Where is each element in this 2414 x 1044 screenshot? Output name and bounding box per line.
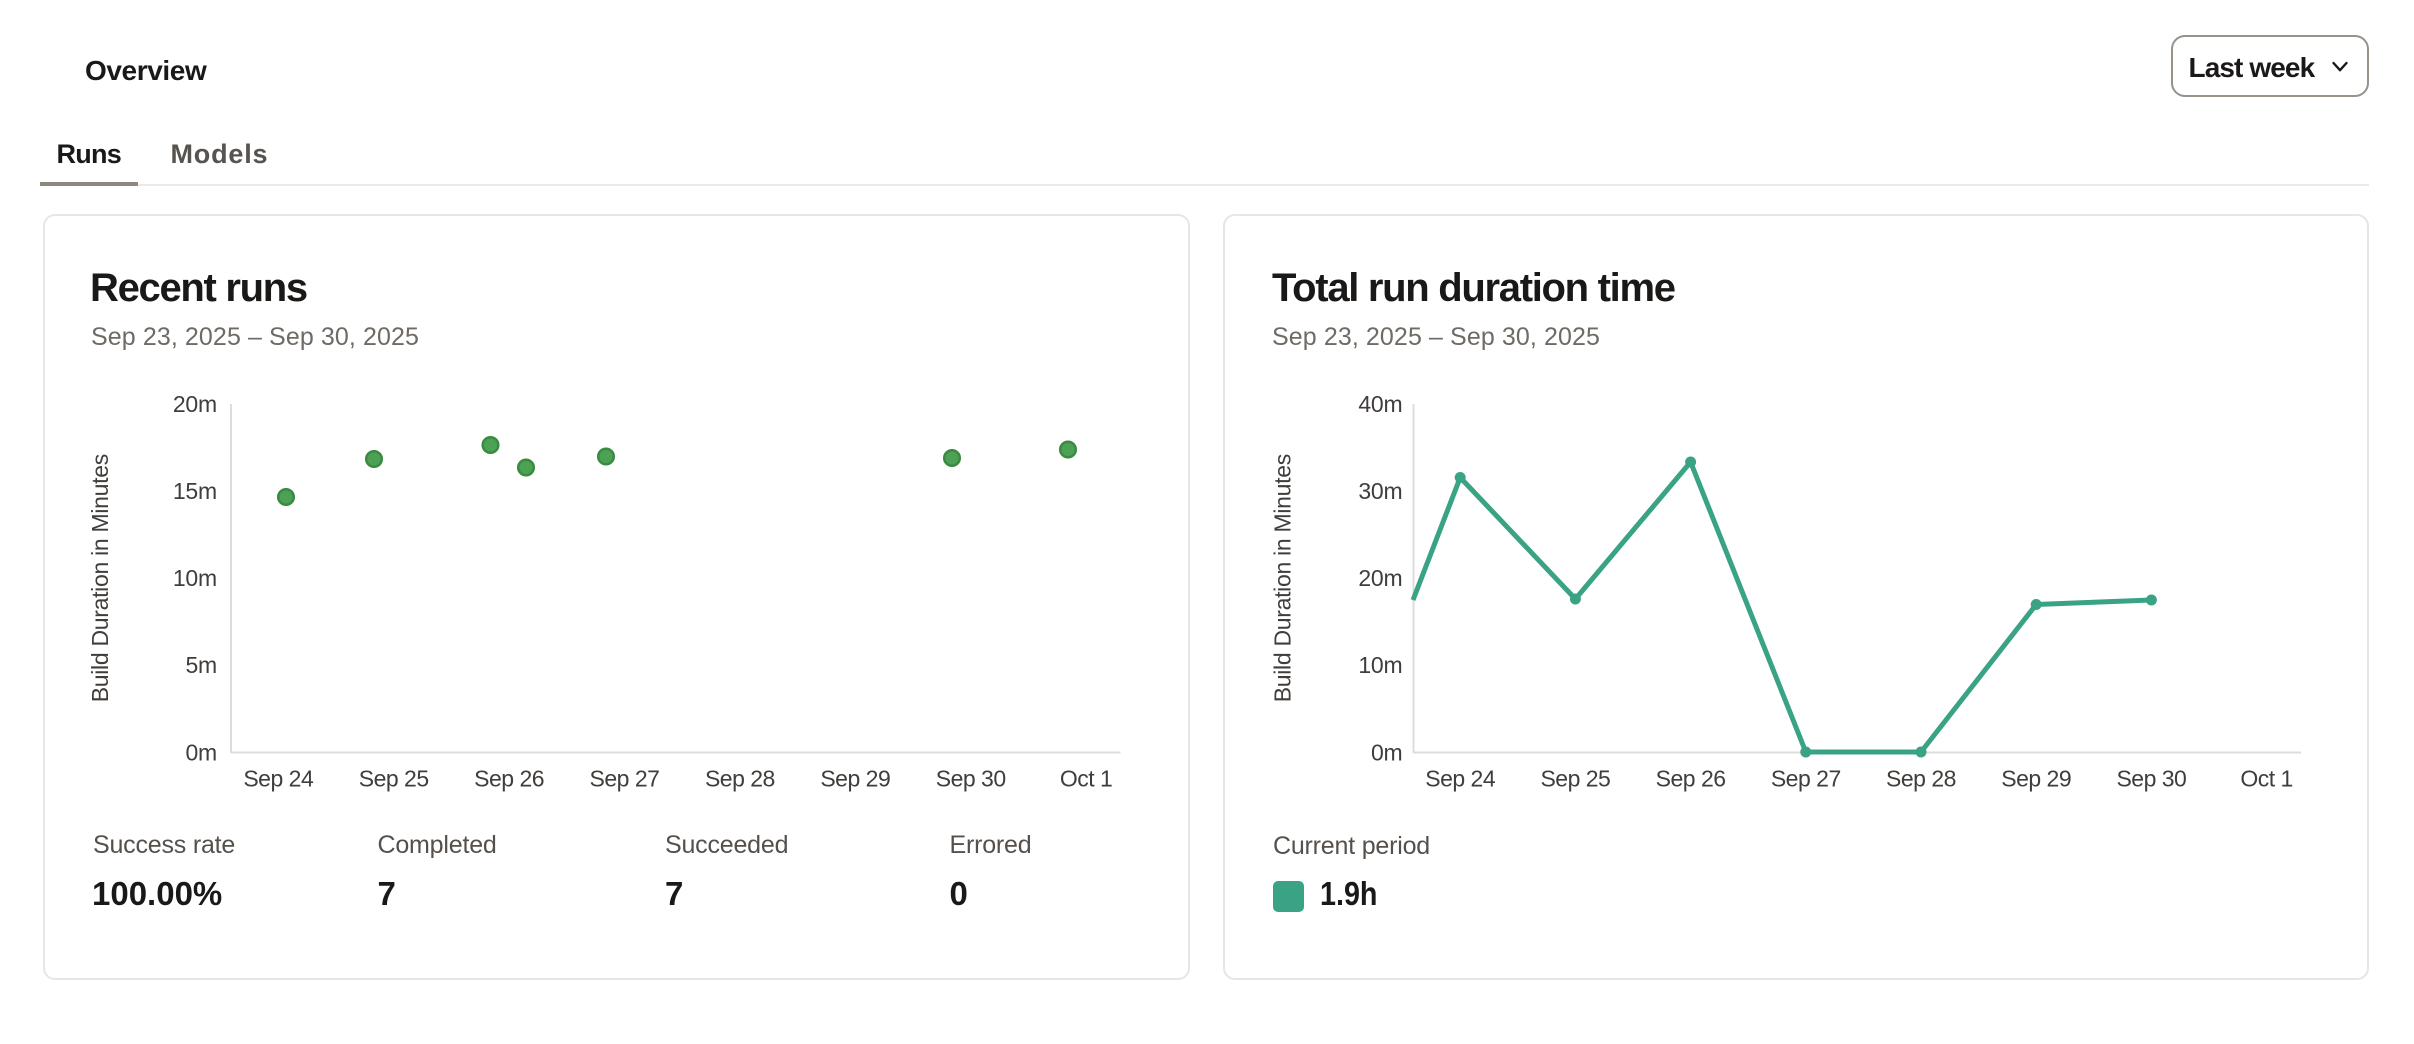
svg-text:Sep 29: Sep 29: [2001, 766, 2071, 792]
svg-text:Sep 28: Sep 28: [705, 766, 775, 792]
svg-text:Sep 29: Sep 29: [820, 766, 890, 792]
svg-text:Sep 30: Sep 30: [936, 766, 1006, 792]
svg-text:Oct 1: Oct 1: [1060, 766, 1112, 792]
svg-text:0m: 0m: [185, 739, 217, 765]
svg-text:Sep 25: Sep 25: [1540, 766, 1610, 792]
svg-text:Sep 25: Sep 25: [359, 766, 429, 792]
svg-text:Build Duration in Minutes: Build Duration in Minutes: [1270, 454, 1296, 702]
svg-text:5m: 5m: [185, 652, 217, 678]
svg-text:Sep 27: Sep 27: [1771, 766, 1841, 792]
svg-text:Sep 24: Sep 24: [1425, 766, 1496, 792]
svg-text:10m: 10m: [173, 565, 217, 591]
svg-text:Sep 27: Sep 27: [590, 766, 660, 792]
svg-text:0m: 0m: [1371, 739, 1403, 765]
svg-text:15m: 15m: [173, 478, 217, 504]
svg-text:20m: 20m: [173, 391, 217, 417]
svg-text:30m: 30m: [1358, 478, 1402, 504]
svg-text:40m: 40m: [1358, 391, 1402, 417]
svg-text:Sep 28: Sep 28: [1886, 766, 1956, 792]
svg-text:20m: 20m: [1358, 565, 1402, 591]
svg-text:Sep 26: Sep 26: [1656, 766, 1726, 792]
svg-text:Build Duration in Minutes: Build Duration in Minutes: [87, 454, 113, 702]
svg-text:Sep 30: Sep 30: [2116, 766, 2186, 792]
svg-text:Sep 24: Sep 24: [243, 766, 314, 792]
svg-text:10m: 10m: [1358, 652, 1402, 678]
svg-text:Sep 26: Sep 26: [474, 766, 544, 792]
svg-text:Oct 1: Oct 1: [2240, 766, 2292, 792]
